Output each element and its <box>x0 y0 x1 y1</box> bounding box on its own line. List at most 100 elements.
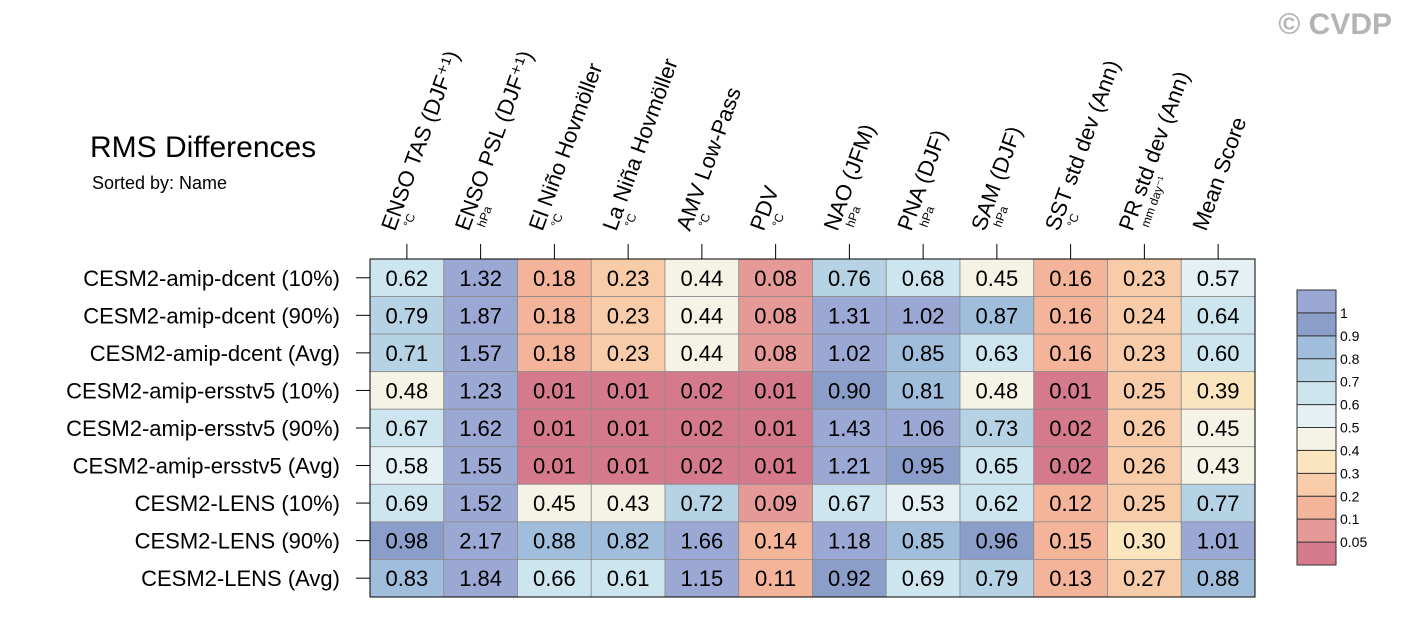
cell-value: 0.02 <box>1049 416 1092 441</box>
heatmap-cell <box>517 559 592 598</box>
cell-value: 1.31 <box>828 303 871 328</box>
cell-value: 1.84 <box>459 566 502 591</box>
column-label: El Niño Hovmöller <box>524 60 608 234</box>
cvdp-watermark: © CVDP <box>1278 8 1392 41</box>
cell-value: 0.53 <box>902 491 945 516</box>
heatmap-cell <box>885 521 961 560</box>
cell-value: 0.63 <box>975 341 1018 366</box>
cell-value: 0.64 <box>1197 303 1240 328</box>
cell-value: 0.45 <box>975 266 1018 291</box>
cell-value: 0.01 <box>754 416 797 441</box>
colorbar: 0.05 0.1 0.2 0.3 0.4 0.5 0.6 0.7 0.8 0.9 1 <box>1296 289 1367 566</box>
colorbar-label: 0.05 <box>1340 534 1367 550</box>
heatmap-cell <box>885 258 961 297</box>
cell-value: 0.66 <box>533 566 576 591</box>
cell-value: 1.62 <box>459 416 502 441</box>
colorbar-label: 0.6 <box>1340 397 1360 413</box>
cell-value: 0.25 <box>1123 491 1166 516</box>
cell-value: 0.60 <box>1197 341 1240 366</box>
cell-value: 0.67 <box>385 416 428 441</box>
cell-value: 0.44 <box>680 341 723 366</box>
heatmap-cell <box>664 521 740 560</box>
cell-value: 0.01 <box>754 454 797 479</box>
cell-value: 1.32 <box>459 266 502 291</box>
heatmap-cell <box>517 483 592 523</box>
heatmap-cell <box>443 483 518 523</box>
cell-value: 0.15 <box>1049 529 1092 554</box>
heatmap-cell <box>664 333 740 373</box>
cell-value: 0.69 <box>902 566 945 591</box>
colorbar-segment <box>1296 335 1337 360</box>
cell-value: 0.44 <box>680 266 723 291</box>
cell-value: 0.87 <box>975 303 1018 328</box>
cell-value: 0.01 <box>1049 378 1092 403</box>
cell-value: 0.73 <box>975 416 1018 441</box>
cell-value: 1.23 <box>459 378 502 403</box>
heatmap-cell <box>1180 408 1256 448</box>
heatmap-cell <box>1033 258 1108 297</box>
heatmap-cell <box>738 371 813 410</box>
cell-value: 0.25 <box>1123 378 1166 403</box>
cell-value: 0.81 <box>902 378 945 403</box>
heatmap-cells: 0.62 1.32 0.18 0.23 0.44 0.08 0.76 0.68 0.45 0.16… <box>369 258 1256 598</box>
cell-value: 0.71 <box>385 341 428 366</box>
cell-value: 0.62 <box>975 491 1018 516</box>
colorbar-label: 0.8 <box>1340 351 1360 367</box>
cell-value: 0.77 <box>1197 491 1240 516</box>
colorbar-segment <box>1296 450 1337 474</box>
column-label: ENSO PSL (DJF⁺¹) <box>450 47 538 233</box>
heatmap-cell <box>590 296 666 335</box>
cell-value: 0.69 <box>385 491 428 516</box>
heatmap-border <box>369 258 1256 598</box>
column-unit: hPa <box>991 204 1012 229</box>
heatmap-cell <box>443 446 518 485</box>
cell-value: 0.23 <box>1123 341 1166 366</box>
cell-value: 0.43 <box>607 491 650 516</box>
cell-value: 0.01 <box>533 454 576 479</box>
cell-value: 0.14 <box>754 529 797 554</box>
cell-value: 0.90 <box>828 378 871 403</box>
row-label: CESM2-LENS (90%) <box>135 529 340 554</box>
cell-value: 0.45 <box>533 491 576 516</box>
heatmap-cell <box>959 483 1035 523</box>
cell-value: 0.26 <box>1123 416 1166 441</box>
cell-value: 0.57 <box>1197 266 1240 291</box>
heatmap-cell <box>812 408 887 448</box>
colorbar-segment <box>1296 312 1337 337</box>
heatmap-cell <box>1180 483 1256 523</box>
column-label: La Niña Hovmöller <box>597 55 682 234</box>
cell-value: 1.01 <box>1197 529 1240 554</box>
row-label: CESM2-amip-ersstv5 (Avg) <box>73 454 340 479</box>
cell-value: 0.01 <box>607 454 650 479</box>
colorbar-label: 1 <box>1340 305 1348 321</box>
cell-value: 1.02 <box>828 341 871 366</box>
heatmap-cell <box>1107 371 1182 410</box>
heatmap-cell <box>517 408 592 448</box>
cell-value: 0.65 <box>975 454 1018 479</box>
heatmap-cell <box>959 296 1035 335</box>
colorbar-label: 0.9 <box>1340 328 1360 344</box>
heatmap-cell <box>1033 296 1108 335</box>
cell-value: 0.01 <box>533 416 576 441</box>
row-label: CESM2-LENS (10%) <box>135 491 340 516</box>
cell-value: 0.23 <box>607 303 650 328</box>
column-label: AMV Low-Pass <box>671 84 746 234</box>
heatmap-cell <box>1033 521 1108 560</box>
heatmap-cell <box>1033 333 1108 373</box>
cell-value: 0.39 <box>1197 378 1240 403</box>
cell-value: 0.48 <box>975 378 1018 403</box>
column-unit: °C <box>769 211 787 229</box>
heatmap-cell <box>590 483 666 523</box>
cell-value: 0.48 <box>385 378 428 403</box>
cell-value: 0.98 <box>385 529 428 554</box>
heatmap-cell <box>959 258 1035 297</box>
heatmap-cell <box>443 371 518 410</box>
heatmap-cell <box>885 446 961 485</box>
column-label: SST std dev (Ann) <box>1040 57 1125 234</box>
heatmap-cell <box>369 258 445 297</box>
cell-value: 0.82 <box>607 529 650 554</box>
colorbar-segment <box>1296 404 1337 428</box>
column-unit: °C <box>622 211 640 229</box>
row-label: CESM2-amip-ersstv5 (90%) <box>66 416 340 441</box>
heatmap-cell <box>812 483 887 523</box>
